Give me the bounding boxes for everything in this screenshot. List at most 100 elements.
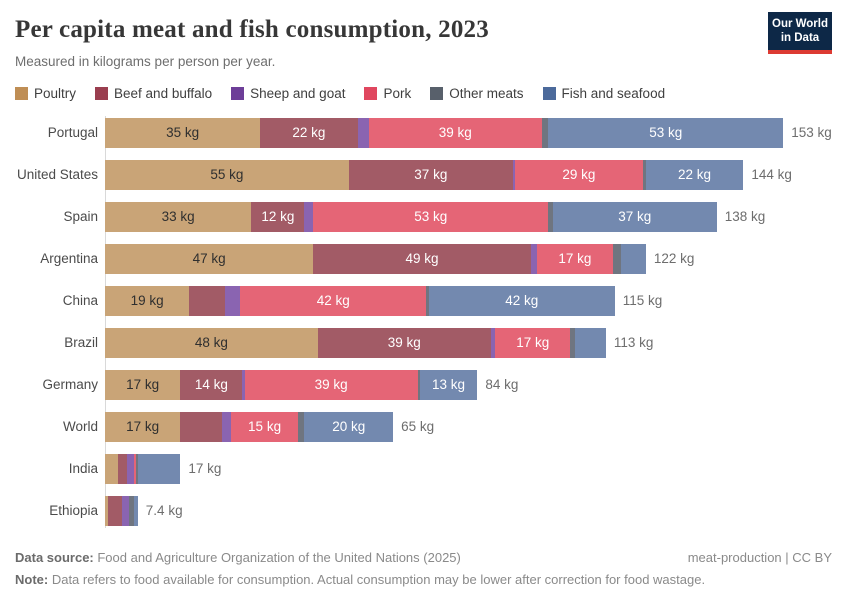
bar-segment-sheep-and-goat[interactable]: [224, 285, 241, 316]
bar-segment-poultry[interactable]: 17 kg: [105, 411, 181, 442]
bar-segment-pork[interactable]: 39 kg: [368, 117, 542, 148]
bar-segment-sheep-and-goat[interactable]: [530, 243, 538, 274]
bar-segment-other-meats[interactable]: [136, 453, 139, 484]
bar-segment-pork[interactable]: 42 kg: [240, 285, 427, 316]
country-label[interactable]: Portugal: [47, 125, 98, 141]
bar-segment-poultry[interactable]: 47 kg: [105, 243, 314, 274]
bar-segment-poultry[interactable]: [105, 453, 119, 484]
bar-segment-pork[interactable]: 39 kg: [244, 369, 418, 400]
bar-segment-sheep-and-goat[interactable]: [357, 117, 369, 148]
bar-segment-fish-and-seafood[interactable]: 42 kg: [428, 285, 615, 316]
legend-item-fish-and-seafood[interactable]: Fish and seafood: [542, 86, 665, 101]
chart-row: Spain 33 kg 12 kg 53 kg 37 kg 138 kg: [15, 201, 832, 232]
country-label[interactable]: World: [62, 419, 98, 435]
bar-segment-fish-and-seafood[interactable]: 13 kg: [419, 369, 478, 400]
segment-value-label: 42 kg: [505, 293, 539, 309]
bar-segment-sheep-and-goat[interactable]: [222, 411, 232, 442]
chart-rows: Portugal 35 kg 22 kg 39 kg 53 kg 153 kg United…: [15, 117, 832, 526]
segment-value-label: 17 kg: [516, 335, 550, 351]
country-label[interactable]: Argentina: [40, 251, 98, 267]
legend-item-other-meats[interactable]: Other meats: [430, 85, 524, 101]
bar-segment-other-meats[interactable]: [297, 411, 305, 442]
stacked-bar: 47 kg 49 kg 17 kg: [105, 243, 646, 274]
owid-logo-line2: in Data: [780, 32, 820, 45]
country-label[interactable]: Germany: [42, 377, 98, 393]
bar-track: 17 kg 14 kg 39 kg 13 kg 84 kg: [105, 369, 832, 400]
bar-segment-fish-and-seafood[interactable]: 20 kg: [304, 411, 394, 442]
legend-label: Other meats: [449, 85, 524, 101]
bar-segment-other-meats[interactable]: [426, 285, 429, 316]
bar-segment-poultry[interactable]: 55 kg: [105, 159, 349, 190]
legend-item-beef-and-buffalo[interactable]: Beef and buffalo: [95, 86, 212, 101]
chart-row: United States 55 kg 37 kg 29 kg 22 kg 144 kg: [15, 159, 832, 190]
bar-segment-beef-and-buffalo[interactable]: 14 kg: [180, 369, 243, 400]
bar-segment-poultry[interactable]: 48 kg: [105, 327, 318, 358]
bar-segment-poultry[interactable]: 35 kg: [105, 117, 261, 148]
bar-segment-fish-and-seafood[interactable]: [621, 243, 646, 274]
data-source-label: Data source:: [15, 550, 94, 565]
bar-segment-other-meats[interactable]: [570, 327, 575, 358]
bar-segment-fish-and-seafood[interactable]: [138, 453, 181, 484]
bar-segment-pork[interactable]: 17 kg: [495, 327, 571, 358]
bar-track: 55 kg 37 kg 29 kg 22 kg 144 kg: [105, 159, 832, 190]
country-label[interactable]: Brazil: [64, 335, 98, 351]
bar-segment-poultry[interactable]: 19 kg: [105, 285, 190, 316]
bar-segment-beef-and-buffalo[interactable]: 22 kg: [260, 117, 358, 148]
attribution-link[interactable]: meat-production | CC BY: [687, 550, 832, 565]
bar-track: 19 kg 42 kg 42 kg 115 kg: [105, 285, 832, 316]
bar-segment-sheep-and-goat[interactable]: [304, 201, 314, 232]
stacked-bar: [105, 453, 181, 484]
bar-segment-other-meats[interactable]: [129, 495, 134, 526]
bar-segment-beef-and-buffalo[interactable]: [107, 495, 122, 526]
country-label[interactable]: Ethiopia: [49, 503, 98, 519]
footer: Data source: Food and Agriculture Organi…: [15, 550, 832, 587]
country-label[interactable]: India: [68, 461, 98, 477]
bar-segment-beef-and-buffalo[interactable]: [189, 285, 225, 316]
country-label[interactable]: Spain: [63, 209, 98, 225]
legend-swatch: [364, 86, 378, 100]
bar-segment-beef-and-buffalo[interactable]: [118, 453, 128, 484]
bar-segment-sheep-and-goat[interactable]: [127, 453, 134, 484]
bar-segment-sheep-and-goat[interactable]: [121, 495, 129, 526]
bar-segment-poultry[interactable]: [105, 495, 108, 526]
legend-label: Sheep and goat: [250, 85, 346, 101]
bar-segment-other-meats[interactable]: [541, 117, 549, 148]
bar-segment-pork[interactable]: 17 kg: [537, 243, 613, 274]
bar-segment-poultry[interactable]: 33 kg: [105, 201, 252, 232]
total-label: 113 kg: [613, 335, 654, 351]
bar-segment-other-meats[interactable]: [548, 201, 553, 232]
bar-segment-beef-and-buffalo[interactable]: 12 kg: [251, 201, 305, 232]
country-label[interactable]: United States: [16, 167, 98, 183]
bar-segment-sheep-and-goat[interactable]: [512, 159, 515, 190]
bar-segment-fish-and-seafood[interactable]: 22 kg: [645, 159, 744, 190]
bar-segment-other-meats[interactable]: [612, 243, 622, 274]
bar-segment-fish-and-seafood[interactable]: 53 kg: [548, 117, 784, 148]
bar-segment-beef-and-buffalo[interactable]: 49 kg: [313, 243, 531, 274]
bar-segment-pork[interactable]: [133, 453, 137, 484]
bar-segment-sheep-and-goat[interactable]: [490, 327, 496, 358]
stacked-bar: 35 kg 22 kg 39 kg 53 kg: [105, 117, 784, 148]
bar-segment-other-meats[interactable]: [417, 369, 420, 400]
total-label: 122 kg: [653, 251, 695, 267]
legend-swatch: [15, 86, 28, 100]
bar-segment-other-meats[interactable]: [643, 159, 646, 190]
bar-segment-poultry[interactable]: 17 kg: [105, 369, 181, 400]
legend-item-pork[interactable]: Pork: [364, 86, 411, 101]
bar-segment-fish-and-seafood[interactable]: 37 kg: [552, 201, 717, 232]
legend-item-poultry[interactable]: Poultry: [15, 86, 76, 101]
bar-track: 33 kg 12 kg 53 kg 37 kg 138 kg: [105, 201, 832, 232]
legend-item-sheep-and-goat[interactable]: Sheep and goat: [231, 86, 345, 101]
segment-value-label: 37 kg: [414, 167, 448, 183]
country-label[interactable]: China: [62, 293, 98, 309]
bar-segment-beef-and-buffalo[interactable]: 37 kg: [348, 159, 513, 190]
bar-segment-beef-and-buffalo[interactable]: 39 kg: [317, 327, 491, 358]
bar-segment-fish-and-seafood[interactable]: [574, 327, 606, 358]
bar-segment-pork[interactable]: 29 kg: [514, 159, 644, 190]
legend-swatch: [95, 86, 109, 100]
owid-logo[interactable]: Our World in Data: [768, 12, 832, 54]
bar-segment-pork[interactable]: 15 kg: [231, 411, 298, 442]
bar-segment-sheep-and-goat[interactable]: [242, 369, 245, 400]
bar-segment-pork[interactable]: 53 kg: [313, 201, 549, 232]
bar-segment-fish-and-seafood[interactable]: [133, 495, 138, 526]
bar-segment-beef-and-buffalo[interactable]: [180, 411, 223, 442]
